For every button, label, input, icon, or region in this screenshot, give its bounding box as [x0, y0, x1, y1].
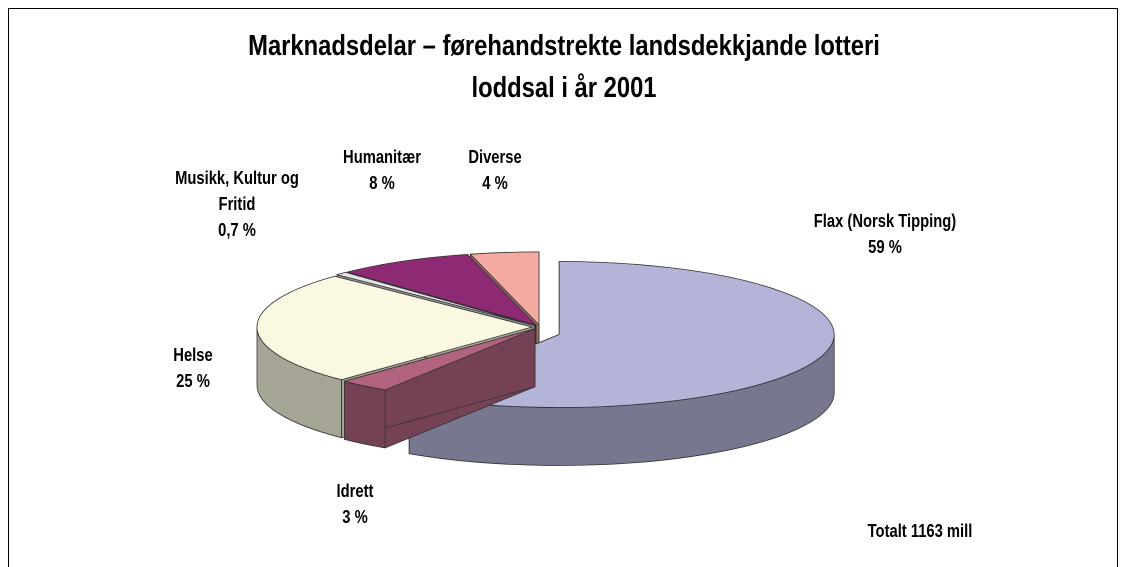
value-label: 4 %: [482, 173, 508, 193]
slice-label: Idrett: [336, 481, 374, 501]
value-label: 3 %: [342, 507, 368, 527]
chart-title: Marknadsdelar – førehandstrekte landsdek…: [248, 30, 880, 62]
slice: [256, 275, 533, 381]
value-label: 8 %: [369, 173, 395, 193]
slice-label: Flax (Norsk Tipping): [813, 211, 957, 231]
slice-label: Helse: [173, 345, 213, 365]
slice: [344, 328, 536, 391]
slice-label: Humanitær: [343, 147, 421, 167]
slice-side: [344, 380, 386, 449]
value-label: 0,7 %: [218, 220, 256, 240]
slice-label: Diverse: [468, 147, 522, 167]
annotation: Totalt 1163 mill: [867, 521, 973, 541]
value-label: 59 %: [868, 237, 902, 257]
slice: [470, 251, 540, 326]
slice: [336, 272, 535, 326]
frame: [8, 8, 1118, 567]
slice: [347, 254, 537, 326]
slice-label: Musikk, Kultur og Fritid: [175, 168, 299, 214]
chart-subtitle: loddsal i år 2001: [471, 72, 657, 104]
value-label: 25 %: [176, 371, 210, 391]
